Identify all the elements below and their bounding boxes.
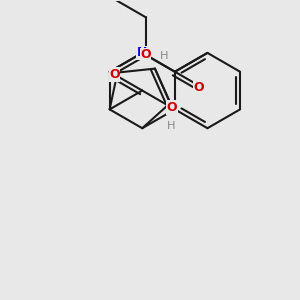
Text: N: N	[137, 46, 147, 59]
Text: H: H	[167, 122, 176, 131]
Text: H: H	[160, 51, 169, 61]
Text: O: O	[166, 101, 177, 114]
Text: O: O	[140, 48, 151, 61]
Text: O: O	[109, 68, 120, 81]
Text: O: O	[193, 81, 204, 94]
